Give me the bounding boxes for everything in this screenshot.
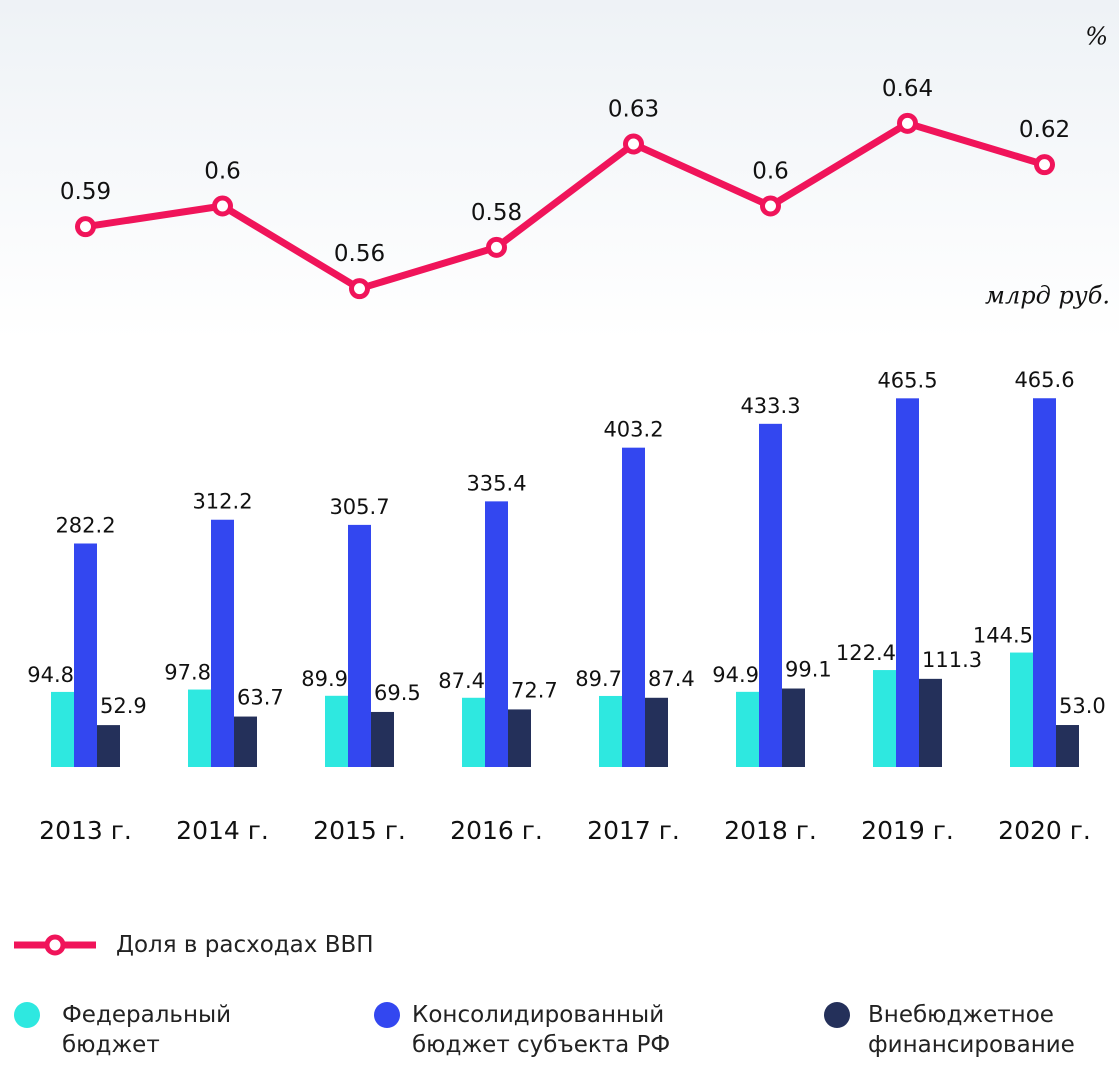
- bar: [51, 691, 74, 767]
- x-tick-label: 2020 г.: [998, 816, 1091, 845]
- data-label: 0.63: [608, 97, 659, 123]
- data-label: 94.9: [712, 663, 759, 687]
- bar: [622, 447, 645, 767]
- data-label: 63.7: [237, 686, 284, 710]
- legend-label: Внебюджетное финансирование: [868, 1002, 1075, 1058]
- data-label: 99.1: [785, 658, 832, 682]
- data-label: 122.4: [836, 641, 896, 665]
- legend-marker: [374, 1002, 400, 1028]
- bar: [462, 697, 485, 767]
- data-label: 465.5: [877, 368, 937, 392]
- line-point: [897, 112, 918, 134]
- bar: [782, 688, 805, 767]
- bar: [74, 543, 97, 767]
- line-point: [349, 278, 370, 300]
- bar: [919, 678, 942, 767]
- legend-label: Доля в расходах ВВП: [116, 932, 374, 958]
- legend-marker: [824, 1002, 850, 1028]
- x-tick-label: 2013 г.: [39, 816, 132, 845]
- data-label: 305.7: [329, 495, 389, 519]
- line-point: [1034, 154, 1055, 176]
- line-point: [486, 236, 507, 258]
- data-label: 111.3: [922, 648, 982, 672]
- bar: [325, 695, 348, 767]
- data-label: 69.5: [374, 681, 421, 705]
- data-label: 433.3: [740, 394, 800, 418]
- line-point: [760, 195, 781, 217]
- data-label: 89.7: [575, 667, 622, 691]
- bar: [508, 709, 531, 767]
- data-label: 0.58: [471, 200, 522, 226]
- bar: [873, 670, 896, 767]
- bar: [371, 711, 394, 767]
- bar: [348, 524, 371, 767]
- data-label: 0.56: [334, 241, 385, 267]
- bar: [599, 695, 622, 767]
- bar: [211, 519, 234, 767]
- data-label: 72.7: [511, 678, 558, 702]
- data-label: 282.2: [55, 513, 115, 537]
- data-label: 94.8: [27, 663, 74, 687]
- legend-marker: [44, 934, 66, 956]
- legend-marker: [14, 1002, 40, 1028]
- x-tick-label: 2019 г.: [861, 816, 954, 845]
- bar: [759, 423, 782, 767]
- data-label: 52.9: [100, 694, 147, 718]
- background: [0, 0, 1119, 340]
- bar: [1056, 725, 1079, 767]
- bar: [896, 398, 919, 767]
- bar: [1010, 652, 1033, 767]
- data-label: 144.5: [973, 624, 1033, 648]
- legend-label: Федеральный бюджет: [62, 1002, 232, 1058]
- data-label: 312.2: [192, 490, 252, 514]
- data-label: 0.64: [882, 76, 933, 102]
- data-label: 0.6: [204, 159, 241, 185]
- data-label: 335.4: [466, 471, 526, 495]
- line-point: [623, 133, 644, 155]
- bar: [485, 501, 508, 767]
- x-tick-label: 2018 г.: [724, 816, 817, 845]
- legend-label: Консолидированный бюджет субъекта РФ: [412, 1002, 671, 1058]
- bar: [97, 725, 120, 767]
- y-label: млрд руб.: [985, 282, 1110, 310]
- bar: [736, 691, 759, 767]
- bar: [234, 716, 257, 767]
- line-point: [212, 195, 233, 217]
- bar: [1033, 398, 1056, 767]
- data-label: 97.8: [164, 661, 211, 685]
- x-tick-label: 2016 г.: [450, 816, 543, 845]
- bar: [188, 689, 211, 767]
- data-label: 87.4: [648, 667, 695, 691]
- y2-label: %: [1085, 23, 1108, 51]
- x-tick-label: 2014 г.: [176, 816, 269, 845]
- line: [84, 119, 1046, 293]
- data-label: 0.6: [752, 159, 789, 185]
- data-label: 87.4: [438, 669, 485, 693]
- line-point: [75, 216, 96, 238]
- x-tick-label: 2017 г.: [587, 816, 680, 845]
- data-label: 53.0: [1059, 694, 1106, 718]
- data-label: 89.9: [301, 667, 348, 691]
- bar: [645, 697, 668, 767]
- data-label: 403.2: [603, 418, 663, 442]
- data-label: 465.6: [1014, 368, 1074, 392]
- data-label: 0.62: [1019, 117, 1070, 143]
- x-tick-label: 2015 г.: [313, 816, 406, 845]
- data-label: 0.59: [60, 179, 111, 205]
